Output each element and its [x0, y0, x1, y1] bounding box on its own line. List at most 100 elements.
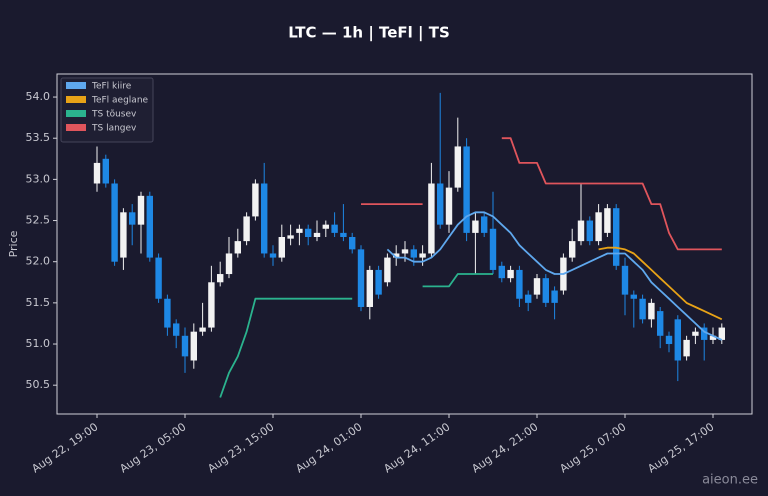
- candle-body: [692, 331, 699, 336]
- y-tick-label: 51.5: [26, 296, 51, 309]
- legend-swatch: [66, 82, 86, 89]
- candle-body: [313, 232, 321, 238]
- x-tick-label: Aug 24, 21:00: [469, 420, 540, 475]
- candle-body: [164, 298, 171, 328]
- candle-body: [569, 241, 576, 258]
- candle-body: [657, 311, 664, 336]
- candle-body: [648, 302, 655, 320]
- legend-label: TS langev: [91, 124, 137, 134]
- candle-body: [243, 216, 250, 242]
- candle-body: [120, 212, 127, 258]
- y-tick-label: 52.5: [26, 214, 51, 227]
- x-tick-label: Aug 22, 19:00: [29, 420, 100, 475]
- legend-label: TS tõusev: [91, 110, 137, 120]
- candle-body: [287, 235, 294, 239]
- x-tick-label: Aug 24, 01:00: [293, 420, 364, 475]
- candle-body: [665, 335, 673, 345]
- legend-swatch: [66, 96, 86, 103]
- y-axis-label: Price: [7, 230, 20, 257]
- candle-body: [489, 228, 497, 270]
- candle-body: [234, 241, 241, 254]
- chart-title: LTC — 1h | TeFl | TS: [288, 24, 450, 43]
- candle-body: [533, 278, 541, 295]
- candle-body: [525, 294, 532, 303]
- legend-label: TeFl aeglane: [91, 96, 149, 106]
- candle-body: [410, 249, 417, 258]
- candle-body: [102, 158, 109, 184]
- candle-body: [305, 228, 312, 238]
- candle-body: [357, 249, 365, 307]
- candle-body: [683, 339, 690, 357]
- candle-body: [630, 294, 637, 299]
- candle-body: [542, 278, 549, 303]
- candle-body: [190, 331, 197, 361]
- candle-body: [137, 195, 145, 225]
- candle-body: [454, 146, 461, 188]
- candle-body: [393, 253, 400, 258]
- candle-body: [155, 257, 162, 299]
- candle-body: [516, 269, 523, 299]
- candle-body: [366, 269, 373, 307]
- x-tick-label: Aug 25, 07:00: [557, 420, 628, 475]
- plot-frame: [56, 73, 753, 415]
- candle-body: [261, 183, 268, 254]
- candle-body: [217, 274, 224, 283]
- candle-body: [674, 319, 681, 361]
- candle-body: [129, 212, 136, 225]
- candle-body: [551, 290, 558, 303]
- watermark: aieon.ee: [702, 473, 758, 488]
- candle-body: [225, 253, 233, 275]
- candle-body: [349, 237, 356, 250]
- candle-body: [595, 212, 602, 242]
- y-tick-label: 52.0: [26, 255, 51, 268]
- candle-body: [181, 335, 189, 357]
- legend-swatch: [66, 110, 86, 117]
- candle-body: [586, 220, 593, 242]
- legend-label: TeFl kiire: [91, 82, 132, 92]
- candle-body: [472, 220, 479, 233]
- overlay-line: [386, 211, 723, 341]
- overlay-line: [361, 137, 722, 251]
- candle-body: [111, 183, 118, 262]
- candle-body: [401, 249, 409, 254]
- y-tick-label: 50.5: [26, 378, 51, 391]
- x-tick-label: Aug 24, 11:00: [381, 420, 452, 475]
- candle-body: [146, 195, 153, 258]
- y-tick-label: 54.0: [26, 90, 51, 103]
- candle-body: [340, 232, 347, 238]
- legend-swatch: [66, 124, 86, 131]
- candle-body: [173, 323, 180, 336]
- candle-body: [709, 335, 717, 340]
- x-tick-label: Aug 23, 15:00: [205, 420, 276, 475]
- candle-body: [296, 228, 303, 233]
- candle-body: [199, 327, 206, 332]
- candle-body: [384, 257, 391, 283]
- candle-body: [269, 253, 277, 258]
- candle-body: [322, 224, 329, 229]
- candle-body: [331, 224, 338, 233]
- candle-body: [463, 146, 470, 233]
- candle-body: [278, 237, 285, 258]
- candle-body: [481, 216, 488, 233]
- candle-body: [252, 183, 259, 217]
- x-tick-label: Aug 25, 17:00: [645, 420, 716, 475]
- candle-body: [701, 327, 708, 340]
- candle-body: [613, 208, 620, 266]
- y-tick-label: 53.5: [26, 131, 51, 144]
- y-tick-label: 51.0: [26, 337, 51, 350]
- candle-body: [419, 253, 426, 258]
- candle-body: [498, 265, 505, 279]
- y-tick-label: 53.0: [26, 172, 51, 185]
- x-tick-label: Aug 23, 05:00: [117, 420, 188, 475]
- candle-body: [577, 220, 585, 242]
- candle-body: [93, 162, 101, 184]
- candle-body: [604, 208, 611, 233]
- candle-body: [428, 183, 435, 254]
- candle-body: [375, 269, 382, 295]
- candle-body: [437, 183, 444, 225]
- overlay-line: [598, 246, 723, 321]
- candle-body: [445, 187, 453, 225]
- overlay-line: [219, 273, 493, 398]
- candle-body: [718, 327, 725, 340]
